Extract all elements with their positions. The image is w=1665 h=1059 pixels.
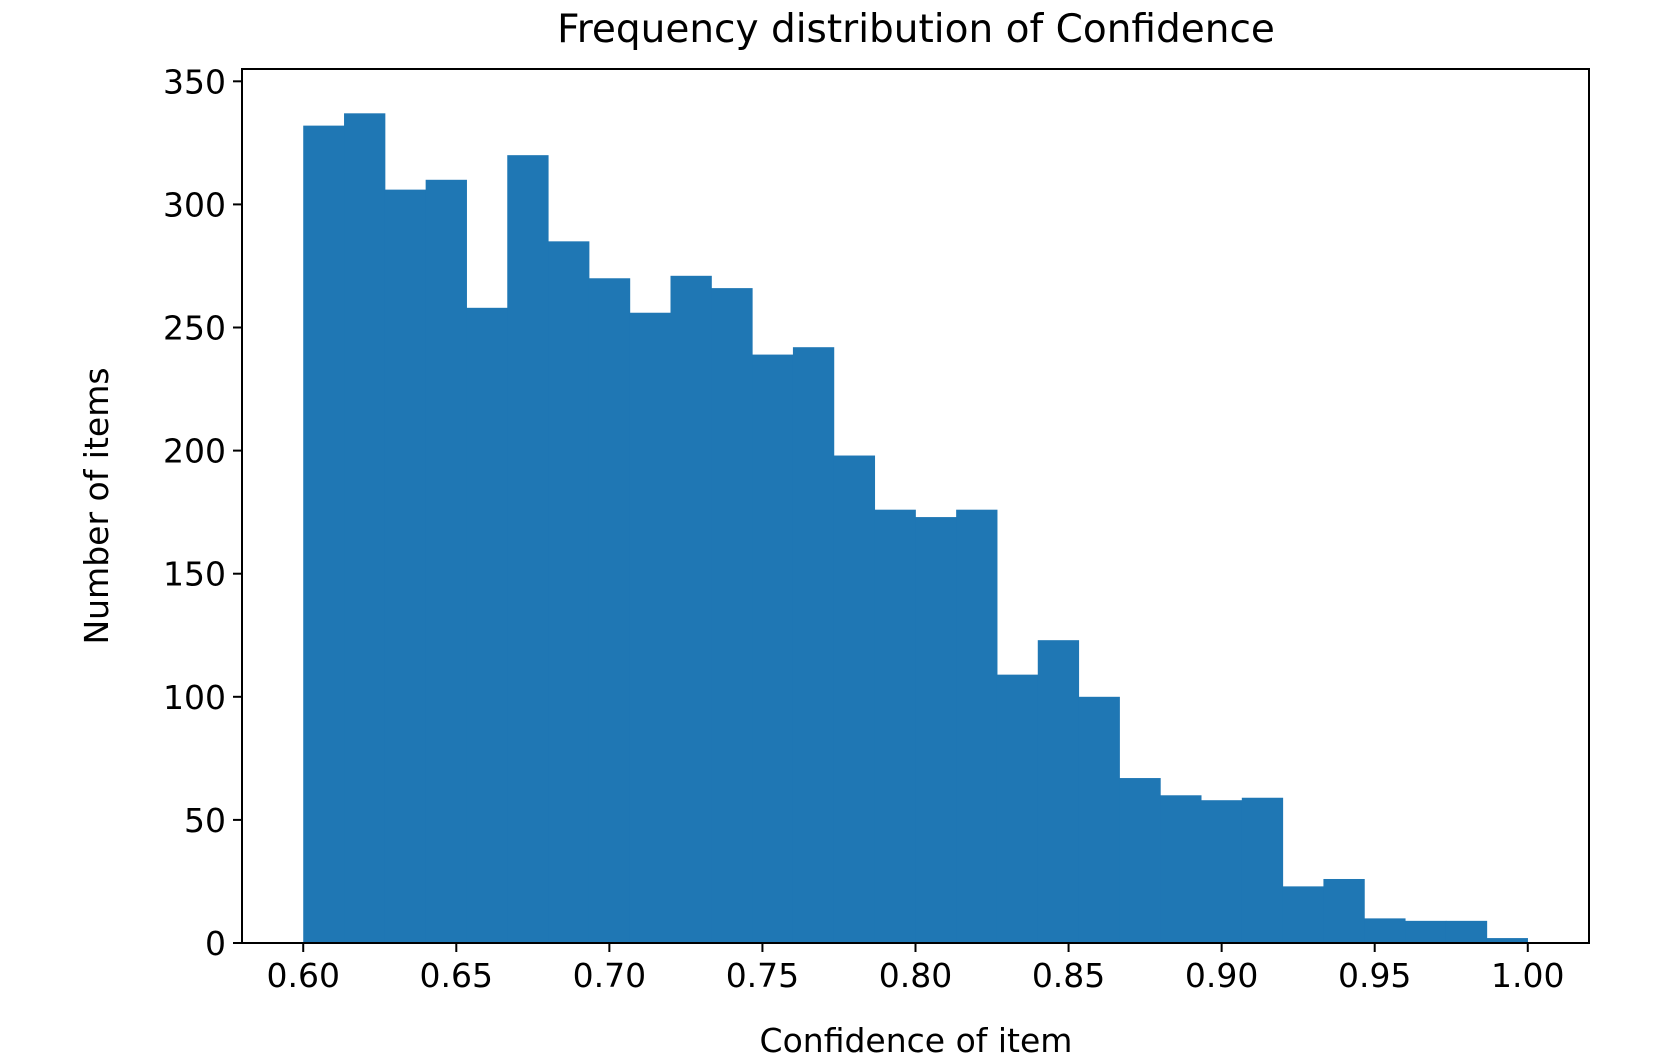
histogram-bar	[1405, 920, 1447, 943]
y-tick-label: 50	[184, 801, 226, 840]
histogram-bar	[833, 455, 876, 943]
y-axis-label: Number of items	[77, 367, 116, 644]
histogram-bar	[874, 509, 916, 943]
y-tick-label: 200	[163, 432, 226, 471]
histogram-bar	[711, 288, 753, 943]
histogram-bar	[996, 674, 1039, 943]
histogram-bar	[1201, 800, 1243, 943]
bar-group	[303, 113, 1528, 944]
histogram-bar	[1241, 797, 1284, 943]
y-axis-ticks: 0 50 100 150 200 250 300 350	[163, 62, 242, 963]
x-axis-ticks: 0.60 0.65 0.70 0.75 0.80 0.85 0.90 0.95 1.00	[266, 943, 1565, 995]
x-tick-label: 0.70	[573, 956, 646, 995]
histogram-bar	[1119, 778, 1161, 943]
histogram-bar	[1323, 878, 1365, 943]
histogram-bar	[1078, 696, 1120, 943]
x-tick-label: 0.90	[1185, 956, 1258, 995]
histogram-bar	[507, 155, 549, 944]
x-tick-label: 0.75	[726, 956, 799, 995]
x-tick-label: 0.60	[266, 956, 339, 995]
histogram-bar	[425, 179, 467, 944]
y-tick-label: 250	[163, 309, 226, 348]
histogram-bar	[629, 312, 671, 943]
histogram-bar	[384, 189, 427, 944]
histogram-bar	[1445, 920, 1488, 943]
histogram-bar	[752, 354, 794, 943]
histogram-bar	[792, 347, 835, 943]
x-tick-label: 1.00	[1491, 956, 1564, 995]
histogram-bar	[1364, 918, 1406, 943]
histogram-bar	[548, 241, 590, 944]
x-tick-label: 0.85	[1032, 956, 1105, 995]
histogram-bar	[1160, 795, 1202, 943]
x-axis-label: Confidence of item	[760, 1021, 1073, 1059]
x-tick-label: 0.65	[420, 956, 493, 995]
y-tick-label: 150	[163, 555, 226, 594]
histogram-bar	[303, 125, 345, 943]
histogram-bar	[1282, 886, 1324, 943]
y-tick-label: 300	[163, 185, 226, 224]
y-tick-label: 0	[205, 924, 226, 963]
chart-title: Frequency distribution of Confidence	[557, 7, 1275, 52]
y-tick-label: 350	[163, 62, 226, 101]
x-tick-label: 0.80	[879, 956, 952, 995]
histogram-bar	[344, 113, 386, 943]
histogram-bar	[670, 275, 712, 943]
histogram-bar	[1037, 640, 1080, 943]
histogram-bar	[956, 509, 998, 943]
histogram-bar	[1486, 938, 1528, 943]
histogram-bar	[588, 278, 631, 944]
x-tick-label: 0.95	[1338, 956, 1411, 995]
y-tick-label: 100	[163, 678, 226, 717]
histogram-bar	[466, 307, 508, 943]
histogram-bar	[915, 517, 957, 943]
